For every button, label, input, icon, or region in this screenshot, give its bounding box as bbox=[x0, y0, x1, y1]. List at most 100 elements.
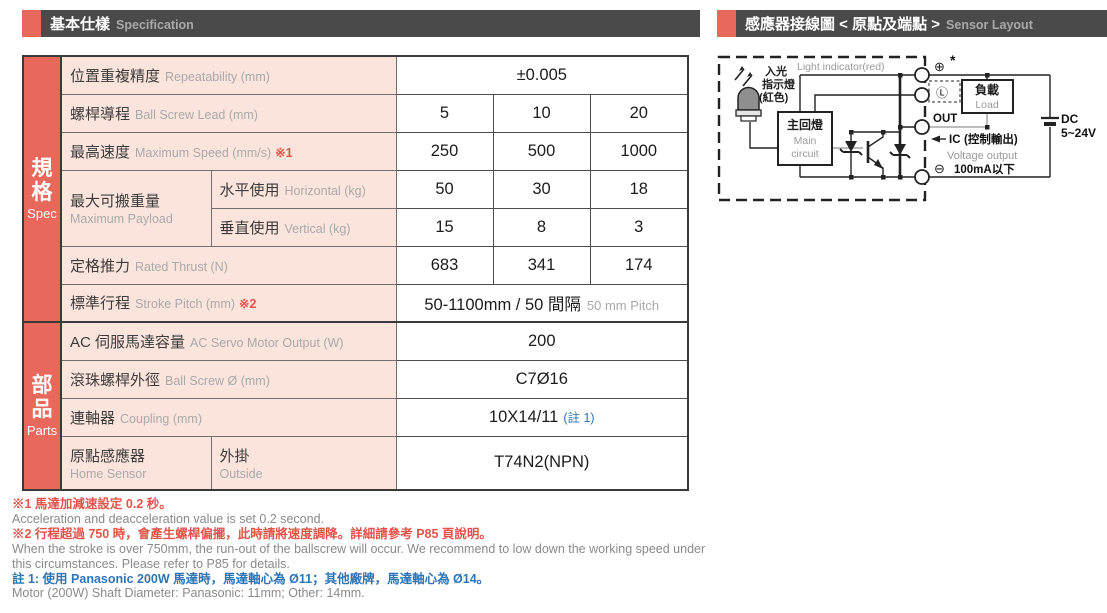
label-en: Maximum Speed (mm/s) bbox=[135, 145, 272, 160]
junction-dots bbox=[849, 73, 990, 180]
current-limit-label: 100mA以下 bbox=[954, 163, 1015, 176]
label-zh: 外掛 bbox=[219, 447, 250, 465]
cell-value: 174 bbox=[589, 245, 689, 285]
coupling-note-ref: (註 1) bbox=[563, 411, 595, 425]
label-zh: 螺桿導程 bbox=[70, 105, 131, 123]
cell-value: 20 bbox=[589, 93, 689, 133]
light-label-zh-2: 指示燈 bbox=[762, 77, 796, 91]
footnote-1-en: Acceleration and deacceleration value is… bbox=[12, 511, 324, 526]
main-circuit-box: 主回燈 Main circuit bbox=[777, 111, 833, 166]
spec-table: 規格 Spec 位置重複精度 Repeatability (mm) ±0.005 … bbox=[22, 55, 690, 491]
spec-header-title-zh: 基本仕樣 bbox=[50, 16, 111, 33]
cell-value: 500 bbox=[492, 131, 591, 171]
label-zh: 垂直使用 bbox=[219, 219, 280, 237]
table-row-payload-vertical: 垂直使用 Vertical (kg) 15 8 3 bbox=[23, 207, 689, 247]
label-zh: AC 伺服馬達容量 bbox=[70, 333, 186, 351]
cell-value-stroke: 50-1100mm / 50 間隔 50 mm Pitch bbox=[395, 283, 689, 323]
cell-value: 8 bbox=[492, 207, 591, 247]
table-row-motor: 部品 Parts AC 伺服馬達容量 AC Servo Motor Output … bbox=[22, 321, 689, 491]
light-arrows-icon bbox=[734, 68, 753, 87]
label-en: Vertical (kg) bbox=[284, 221, 351, 236]
cell-value: 1000 bbox=[589, 131, 689, 171]
ic-label: IC bbox=[949, 134, 961, 146]
stroke-value-sub: 50 mm Pitch bbox=[586, 297, 660, 313]
led-indicator-icon bbox=[734, 66, 762, 122]
load-label-zh: 負載 bbox=[975, 82, 999, 97]
row-label: 滾珠螺桿外徑 Ball Screw Ø (mm) bbox=[60, 359, 397, 399]
voltage-output-label: Voltage output bbox=[947, 150, 1017, 162]
table-row-coupling: 連軸器 Coupling (mm) 10X14/11 (註 1) bbox=[23, 397, 689, 437]
label-zh: 連軸器 bbox=[70, 409, 116, 427]
footnote-note1-zh: 註 1: 使用 Panasonic 200W 馬達時，馬達軸心為 Ø11；其他廠… bbox=[12, 571, 490, 586]
light-label-zh-3: (紅色) bbox=[759, 90, 789, 104]
terminal-minus-circle bbox=[914, 169, 930, 185]
dc-label: DC bbox=[1061, 112, 1079, 126]
label-zh: 定格推力 bbox=[70, 257, 131, 275]
stroke-value: 50-1100mm / 50 間隔 bbox=[424, 295, 581, 314]
circuit-wires bbox=[749, 74, 1051, 178]
red-square-icon bbox=[717, 10, 736, 37]
sensor-header-title-zh: 感應器接線圖 < 原點及端點 > bbox=[745, 16, 941, 33]
row-label: 最高速度 Maximum Speed (mm/s) ※1 bbox=[60, 131, 397, 171]
table-row-repeatability: 規格 Spec 位置重複精度 Repeatability (mm) ±0.005 bbox=[22, 55, 689, 323]
table-row-speed: 最高速度 Maximum Speed (mm/s) ※1 250 500 1000 bbox=[23, 131, 689, 171]
zener-diode-1 bbox=[839, 141, 863, 156]
cell-value: 18 bbox=[589, 169, 689, 209]
row-label: 連軸器 Coupling (mm) bbox=[60, 397, 397, 437]
zener-diode-2 bbox=[889, 144, 911, 159]
coupling-value: 10X14/11 bbox=[488, 408, 559, 426]
footnote-2-en-line2: this circumstances. Please refer to P85 … bbox=[12, 556, 290, 571]
light-indicator-label-en: Light indicator(red) bbox=[797, 61, 885, 73]
sensor-diagram-svg: 入光 指示燈 (紅色) Light indicator(red) 主回燈 Mai… bbox=[717, 52, 1096, 202]
table-row-screw: 滾珠螺桿外徑 Ball Screw Ø (mm) C7Ø16 bbox=[23, 359, 689, 399]
sub-label-vertical: 垂直使用 Vertical (kg) bbox=[210, 207, 397, 247]
label-en: Ball Screw Ø (mm) bbox=[165, 373, 270, 388]
spec-header-title-en: Specification bbox=[116, 18, 194, 32]
label-en: Coupling (mm) bbox=[120, 411, 202, 426]
cell-value: T74N2(NPN) bbox=[395, 435, 689, 491]
table-row-home-sensor: 原點感應器 Home Sensor 外掛 Outside T74N2(NPN) bbox=[23, 435, 689, 491]
row-label: 位置重複精度 Repeatability (mm) bbox=[60, 55, 397, 95]
section-label-spec: 規格 Spec bbox=[22, 55, 62, 323]
label-en: Outside bbox=[219, 466, 263, 481]
label-zh: 最高速度 bbox=[70, 143, 131, 161]
light-label-zh-1: 入光 bbox=[765, 64, 787, 78]
label-en: Stroke Pitch (mm) bbox=[135, 297, 236, 312]
row-label-home-sensor: 原點感應器 Home Sensor bbox=[60, 435, 212, 491]
row-label: AC 伺服馬達容量 AC Servo Motor Output (W) bbox=[60, 321, 397, 361]
red-square-icon bbox=[22, 10, 41, 37]
cell-value: 3 bbox=[589, 207, 689, 247]
table-row-lead: 螺桿導程 Ball Screw Lead (mm) 5 10 20 bbox=[23, 93, 689, 133]
ic-label-zh: (控制輸出) bbox=[964, 132, 1018, 146]
spec-header-title: 基本仕樣 Specification bbox=[41, 13, 194, 34]
gray-wires bbox=[832, 113, 988, 149]
label-zh: 滾珠螺桿外徑 bbox=[70, 371, 161, 389]
asterisk-symbol: * bbox=[950, 52, 956, 68]
main-circuit-en-1: Main bbox=[794, 135, 817, 147]
cell-value: C7Ø16 bbox=[395, 359, 689, 399]
sub-label-horizontal: 水平使用 Horizontal (kg) bbox=[210, 169, 397, 209]
cell-value: 5 bbox=[395, 93, 494, 133]
load-box: 負載 Load bbox=[961, 79, 1014, 114]
cell-value: 15 bbox=[395, 207, 494, 247]
section-parts-zh: 部品 bbox=[31, 373, 53, 421]
label-en: Ball Screw Lead (mm) bbox=[135, 107, 258, 122]
transistor bbox=[866, 132, 884, 177]
label-zh: 水平使用 bbox=[219, 181, 280, 199]
sensor-wiring-diagram: 入光 指示燈 (紅色) Light indicator(red) 主回燈 Mai… bbox=[713, 48, 1107, 218]
row-label: 定格推力 Rated Thrust (N) bbox=[60, 245, 397, 285]
row-label-payload: 最大可搬重量 Maximum Payload bbox=[60, 169, 212, 247]
section-label-parts: 部品 Parts bbox=[22, 321, 62, 491]
battery-symbol bbox=[1041, 116, 1059, 126]
row-label: 標準行程 Stroke Pitch (mm) ※2 bbox=[60, 283, 397, 323]
label-en: Repeatability (mm) bbox=[165, 69, 270, 84]
label-en: Home Sensor bbox=[70, 466, 147, 481]
footnotes: ※1 馬達加減速設定 0.2 秒。 Acceleration and deacc… bbox=[12, 497, 705, 601]
table-row-payload-horizontal: 最大可搬重量 Maximum Payload 水平使用 Horizontal (kg… bbox=[23, 169, 689, 247]
sensor-header-title-en: Sensor Layout bbox=[946, 18, 1033, 32]
terminal-l-circle bbox=[914, 87, 930, 103]
cell-value-coupling: 10X14/11 (註 1) bbox=[395, 397, 689, 437]
cell-value: 250 bbox=[395, 131, 494, 171]
spec-section-header: 基本仕樣 Specification bbox=[22, 10, 700, 37]
